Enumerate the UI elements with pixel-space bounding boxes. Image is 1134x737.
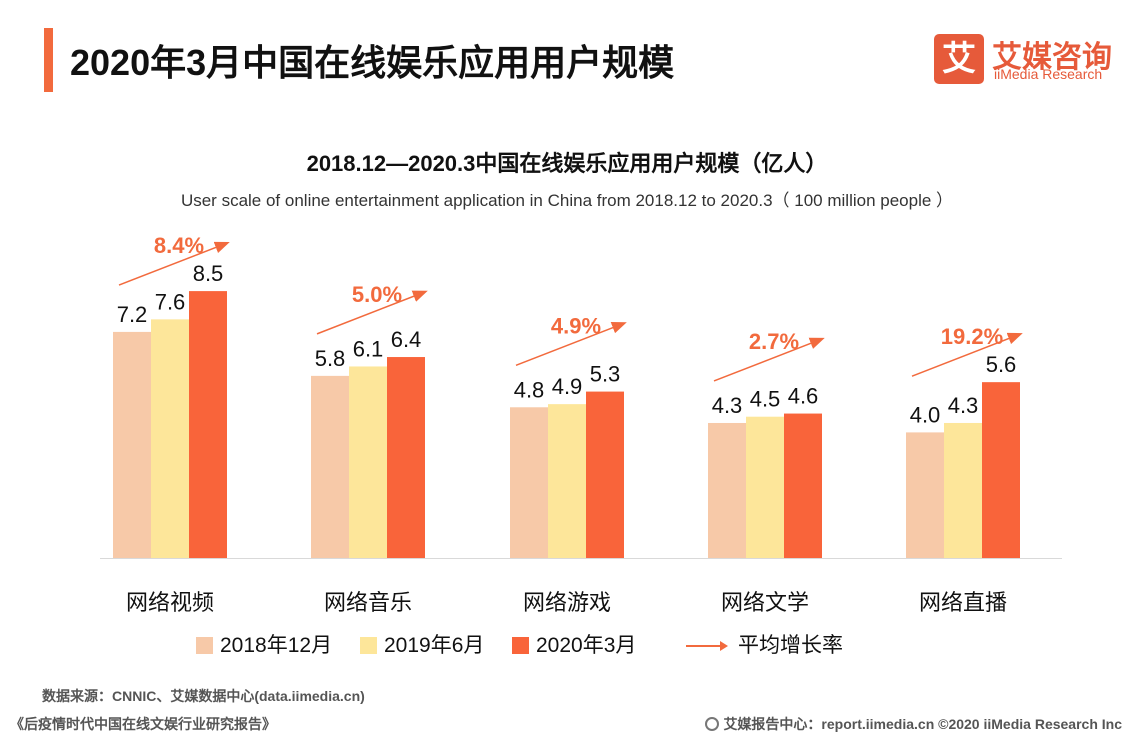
bar-0-0 bbox=[113, 331, 151, 558]
data-label-2-2: 5.3 bbox=[590, 362, 621, 387]
legend-swatch-2020-03 bbox=[512, 637, 529, 654]
bar-4-2 bbox=[982, 382, 1020, 558]
bar-2-1 bbox=[548, 404, 586, 558]
bar-1-0 bbox=[311, 375, 349, 558]
growth-rate-label-0: 8.4% bbox=[154, 233, 204, 258]
bar-3-0 bbox=[708, 422, 746, 558]
data-label-2-0: 4.8 bbox=[514, 377, 545, 402]
data-label-0-0: 7.2 bbox=[117, 302, 148, 327]
legend-swatch-2019-06 bbox=[360, 637, 377, 654]
growth-rate-label-3: 2.7% bbox=[749, 329, 799, 354]
title-accent-bar bbox=[44, 28, 53, 92]
page-title: 2020年3月中国在线娱乐应用用户规模 bbox=[70, 42, 675, 83]
bar-0-1 bbox=[151, 319, 189, 558]
data-label-3-1: 4.5 bbox=[750, 387, 781, 412]
bar-2-2 bbox=[586, 391, 624, 558]
chart-title: 2018.12—2020.3中国在线娱乐应用用户规模（亿人） bbox=[306, 151, 828, 176]
data-label-1-0: 5.8 bbox=[315, 346, 346, 371]
growth-rate-label-1: 5.0% bbox=[352, 282, 402, 307]
data-label-3-2: 4.6 bbox=[788, 384, 819, 409]
chart-subtitle: User scale of online entertainment appli… bbox=[180, 191, 954, 210]
bar-2-0 bbox=[510, 407, 548, 558]
growth-arrow-icon bbox=[686, 641, 728, 651]
legend-item-growth bbox=[686, 632, 746, 660]
data-label-0-1: 7.6 bbox=[155, 289, 186, 314]
bar-4-0 bbox=[906, 432, 944, 558]
bar-0-2 bbox=[189, 291, 227, 558]
bar-3-2 bbox=[784, 413, 822, 558]
growth-arrow-0 bbox=[118, 241, 230, 286]
legend-swatch-2018-12 bbox=[196, 637, 213, 654]
legend-label-2020-03: 2020年3月 bbox=[536, 634, 637, 657]
data-source-note: 数据来源：CNNIC、艾媒数据中心(data.iimedia.cn) bbox=[42, 688, 365, 704]
category-label-2: 网络游戏 bbox=[523, 590, 611, 615]
growth-arrow-3 bbox=[713, 337, 825, 382]
data-label-4-1: 4.3 bbox=[948, 393, 979, 418]
legend-label-2019-06: 2019年6月 bbox=[384, 634, 485, 657]
category-label-1: 网络音乐 bbox=[324, 590, 412, 615]
bar-1-1 bbox=[349, 366, 387, 558]
report-title-footer: 《后疫情时代中国在线文娱行业研究报告》 bbox=[10, 716, 276, 732]
globe-icon bbox=[705, 717, 720, 731]
growth-rate-label-4: 19.2% bbox=[941, 324, 1003, 349]
data-label-4-0: 4.0 bbox=[910, 402, 941, 427]
data-label-4-2: 5.6 bbox=[986, 352, 1017, 377]
bar-1-2 bbox=[387, 357, 425, 558]
brand-logo: 艾 艾媒咨询 iiMedia Research bbox=[934, 34, 1114, 84]
growth-rate-label-2: 4.9% bbox=[551, 313, 601, 338]
brand-name-en: iiMedia Research bbox=[994, 66, 1103, 82]
bar-4-1 bbox=[944, 422, 982, 558]
brand-name-cn: 艾媒咨询 bbox=[992, 41, 1112, 74]
growth-arrow-1 bbox=[316, 290, 428, 335]
category-label-4: 网络直播 bbox=[919, 590, 1007, 615]
footer-credit: 艾媒报告中心：report.iimedia.cn ©2020 iiMedia R… bbox=[705, 714, 1122, 734]
data-label-3-0: 4.3 bbox=[712, 393, 743, 418]
data-label-0-2: 8.5 bbox=[193, 261, 224, 286]
growth-arrow-4 bbox=[911, 332, 1023, 377]
data-label-1-2: 6.4 bbox=[391, 327, 422, 352]
growth-arrow-2 bbox=[515, 322, 627, 366]
legend-label-2018-12: 2018年12月 bbox=[220, 634, 333, 657]
category-label-0: 网络视频 bbox=[126, 590, 214, 615]
bar-3-1 bbox=[746, 416, 784, 558]
category-label-3: 网络文学 bbox=[721, 590, 809, 615]
brand-icon: 艾 bbox=[934, 34, 984, 84]
data-label-2-1: 4.9 bbox=[552, 374, 583, 399]
legend-label-growth: 平均增长率 bbox=[738, 634, 843, 657]
data-label-1-1: 6.1 bbox=[353, 336, 384, 361]
footer-credit-text: 艾媒报告中心：report.iimedia.cn ©2020 iiMedia R… bbox=[723, 716, 1122, 732]
